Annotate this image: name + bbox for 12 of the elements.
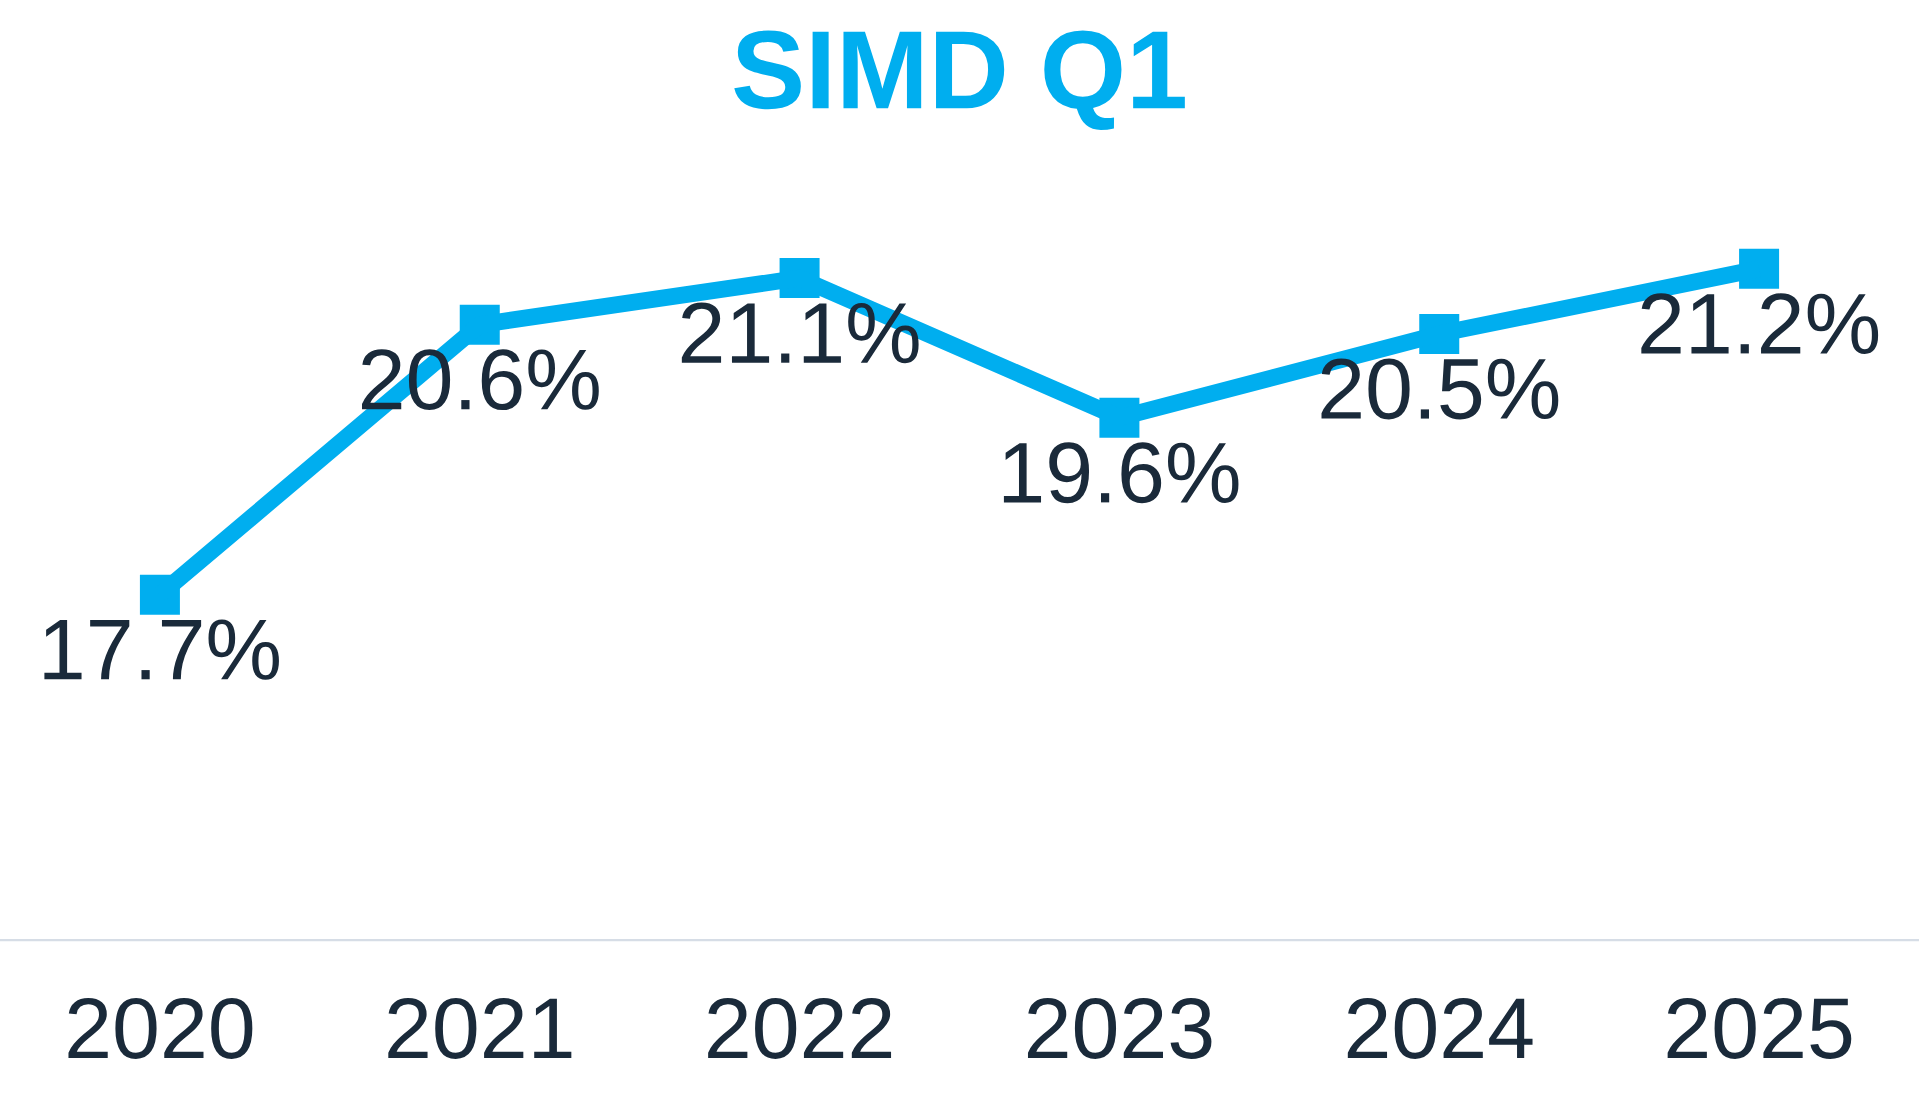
x-tick-label: 2023: [1027, 997, 1212, 1059]
data-label: 21.1%: [681, 302, 919, 364]
x-tick-label: 2025: [1667, 997, 1852, 1059]
x-tick-label: 2024: [1347, 997, 1533, 1059]
data-label: 17.7%: [44, 619, 279, 680]
data-label: 20.5%: [1321, 358, 1559, 420]
x-tick-label: 2021: [388, 997, 572, 1059]
data-label: 19.6%: [1003, 442, 1239, 504]
x-tick-label: 2020: [68, 997, 253, 1059]
chart-title: SIMD Q1: [734, 30, 1185, 131]
x-tick-label: 2022: [708, 997, 892, 1059]
data-label: 21.2%: [1641, 293, 1879, 354]
